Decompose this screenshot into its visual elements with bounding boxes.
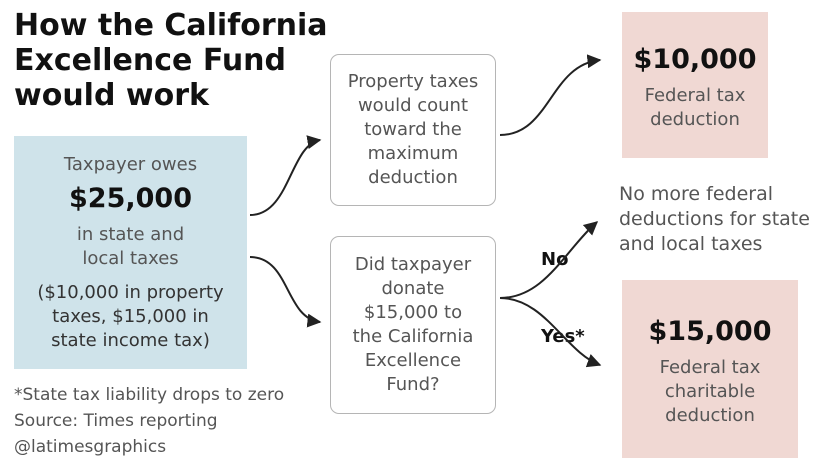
donate-line: Fund? — [386, 374, 440, 395]
taxpayer-owes-label: Taxpayer owes — [63, 153, 198, 175]
footnote: *State tax liability drops to zero — [14, 385, 285, 405]
donation-question-box: Did taxpayer donate $15,000 to the Calif… — [330, 236, 496, 414]
source-note: Source: Times reporting — [14, 411, 218, 431]
property-line: deduction — [368, 167, 458, 188]
taxpayer-detail-1: ($10,000 in property — [37, 281, 224, 303]
outcome-top-line-1: Federal tax — [644, 85, 746, 106]
taxpayer-line-3: local taxes — [82, 247, 179, 269]
credit-note: @latimesgraphics — [14, 437, 167, 457]
taxpayer-detail-2: taxes, $15,000 in — [52, 305, 209, 327]
property-line: toward the — [364, 119, 462, 140]
no-deduction-text: No more federal deductions for state and… — [619, 182, 810, 257]
title-line-1: How the California — [14, 8, 328, 43]
taxpayer-detail-3: state income tax) — [51, 329, 210, 351]
title-line-2: Excellence Fund — [14, 43, 287, 78]
taxpayer-line-2: in state and — [76, 223, 185, 245]
arrow-to-property-box — [249, 135, 322, 216]
no-deduction-line: No more federal — [619, 183, 773, 205]
arrow-to-donation-box — [249, 256, 322, 328]
no-branch-label: No — [541, 249, 569, 270]
donate-line: Excellence — [364, 350, 462, 371]
outcome-deduction-box: $10,000 Federal tax deduction — [622, 12, 768, 158]
property-line: Property taxes — [347, 71, 479, 92]
property-line: would count — [357, 95, 469, 116]
arrow-no-branch — [499, 221, 599, 299]
no-deduction-line: deductions for state — [619, 208, 810, 230]
donate-line: Did taxpayer — [354, 254, 472, 275]
title-line-3: would work — [14, 78, 209, 113]
arrow-to-deduction-box — [499, 54, 602, 136]
outcome-yes-line-1: Federal tax — [659, 357, 761, 378]
donate-line: donate — [381, 278, 445, 299]
outcome-yes-line-2: charitable — [664, 381, 756, 402]
property-taxes-box: Property taxes would count toward the ma… — [330, 54, 496, 206]
donate-line: the California — [352, 326, 474, 347]
outcome-charitable-box: $15,000 Federal tax charitable deduction — [622, 280, 798, 458]
taxpayer-box: Taxpayer owes $25,000 in state and local… — [14, 136, 247, 369]
page-title: How the California Excellence Fund would… — [14, 8, 328, 113]
property-line: maximum — [367, 143, 459, 164]
outcome-top-amount: $10,000 — [633, 44, 757, 75]
outcome-yes-amount: $15,000 — [648, 316, 772, 347]
arrow-yes-branch — [499, 297, 602, 368]
donate-line: $15,000 to — [363, 302, 463, 323]
outcome-top-line-2: deduction — [650, 109, 740, 130]
no-deduction-line: and local taxes — [619, 233, 763, 255]
outcome-yes-line-3: deduction — [665, 405, 755, 426]
taxpayer-amount: $25,000 — [69, 182, 192, 214]
